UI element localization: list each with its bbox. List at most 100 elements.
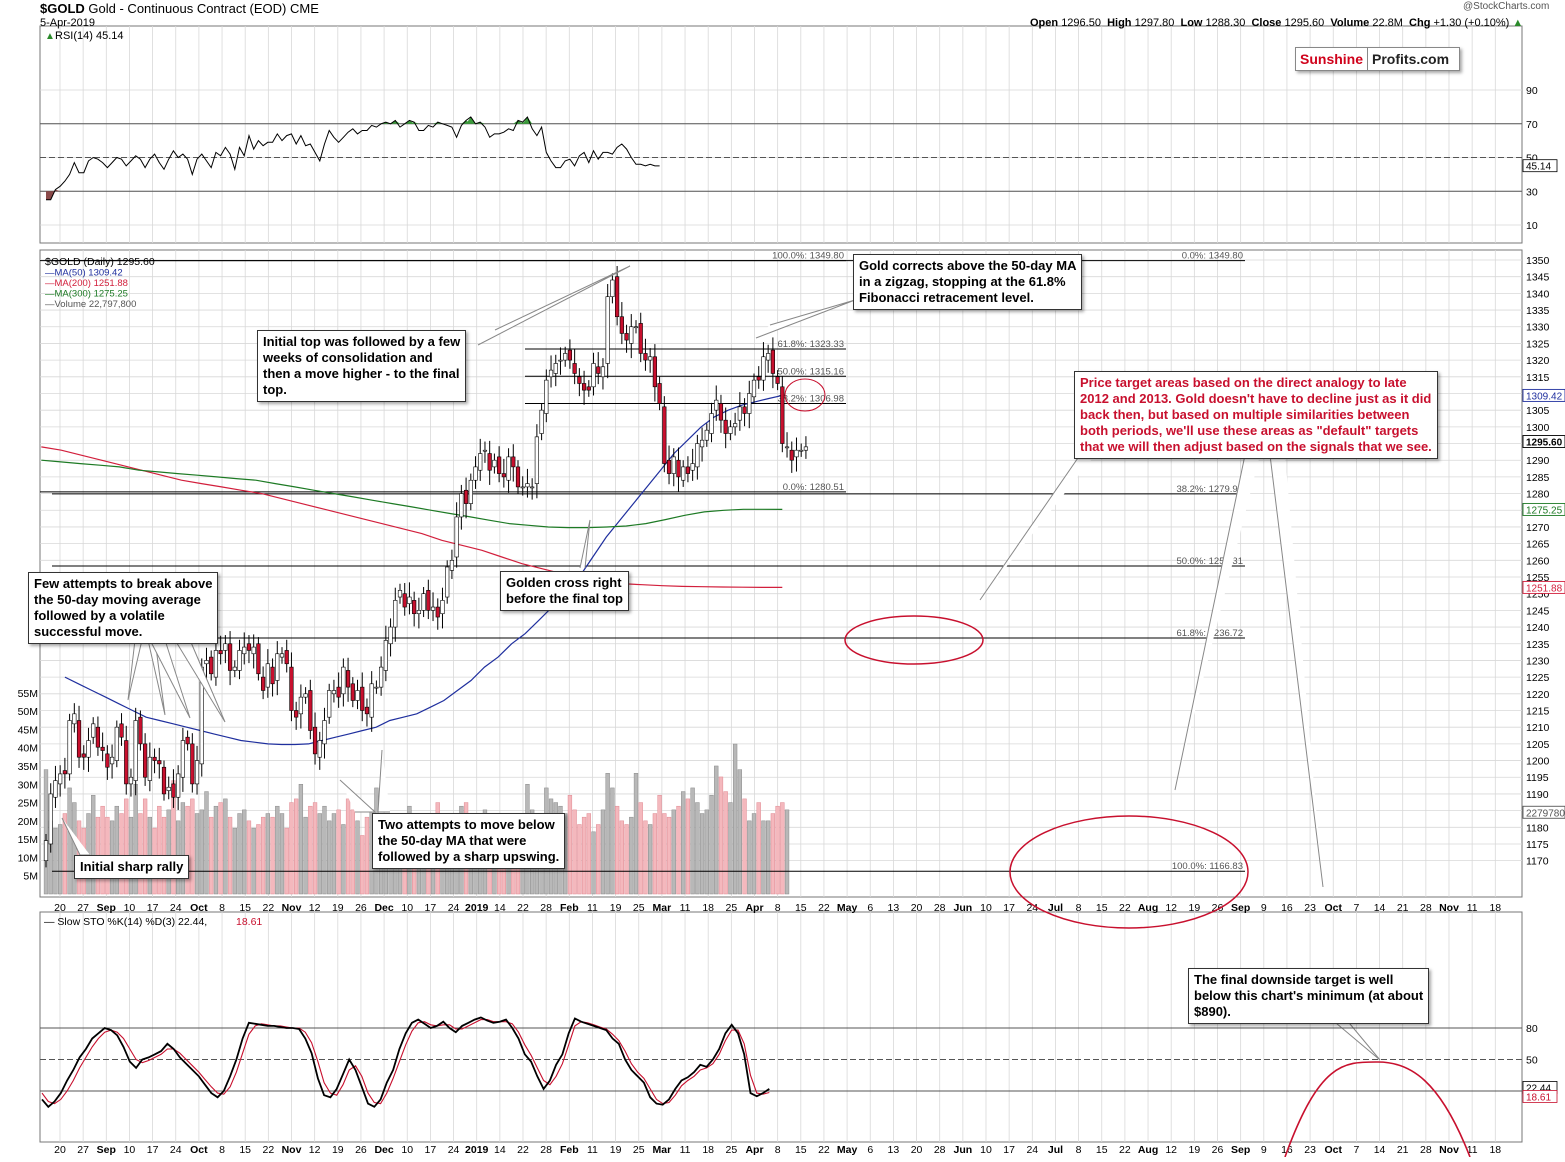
- candle: [662, 396, 667, 473]
- price-y-tick-label: 1225: [1526, 672, 1550, 684]
- volume-bar: [138, 813, 143, 895]
- volume-bar: [723, 791, 728, 895]
- volume-bar: [204, 791, 209, 895]
- candle: [275, 641, 280, 696]
- candle: [577, 368, 582, 397]
- instrument-title: Gold - Continuous Contract (EOD): [88, 1, 287, 16]
- candle-body: [780, 386, 785, 444]
- x-tick-label: Oct: [190, 1144, 208, 1156]
- candle: [699, 427, 705, 462]
- x-tick-label: 20: [911, 902, 923, 914]
- candle-body: [331, 690, 337, 695]
- candle: [468, 473, 473, 511]
- candle: [119, 713, 124, 746]
- volume-bar: [157, 805, 162, 895]
- candle-body: [629, 326, 634, 344]
- annotation-final-target: The final downside target is well below …: [1188, 968, 1430, 1024]
- x-tick-label: Nov: [282, 1144, 302, 1156]
- x-tick-label: 22: [818, 1144, 830, 1156]
- x-tick-label: 28: [540, 1144, 552, 1156]
- volume-bar: [596, 824, 601, 895]
- price-y-tick-label: 1285: [1526, 472, 1550, 484]
- volume-bar: [666, 816, 672, 895]
- candle: [709, 402, 714, 443]
- candle: [596, 352, 601, 385]
- x-tick-label: Dec: [374, 902, 393, 914]
- x-tick-label: Nov: [282, 902, 302, 914]
- x-tick-label: Dec: [374, 1144, 393, 1156]
- volume-bar: [227, 816, 233, 895]
- candle-body: [114, 726, 119, 761]
- volume-bar: [350, 809, 355, 895]
- annotation-few-attempts: Few attempts to break above the 50-day m…: [28, 572, 219, 644]
- candle-body: [596, 366, 601, 374]
- candle-body: [775, 376, 780, 384]
- volume-bar: [180, 802, 186, 895]
- candle: [185, 730, 190, 751]
- candle: [402, 583, 407, 616]
- candle: [360, 672, 365, 722]
- candle: [671, 448, 676, 487]
- rsi-y-tick-label: 90: [1526, 85, 1538, 97]
- candle-body: [393, 600, 398, 628]
- candle-body: [459, 493, 464, 518]
- price-y-tick-label: 1350: [1526, 255, 1550, 267]
- volume-bar: [728, 802, 733, 895]
- x-tick-label: Aug: [1138, 1144, 1158, 1156]
- candle-body: [180, 740, 185, 778]
- candle: [492, 453, 497, 474]
- candle-body: [591, 363, 596, 388]
- candle-body: [383, 640, 388, 671]
- rsi-legend-icon: ▲: [45, 31, 55, 42]
- x-tick-label: 21: [1397, 902, 1409, 914]
- candle: [303, 687, 308, 704]
- volume-bar: [265, 813, 270, 895]
- candle-body: [379, 666, 384, 688]
- candle-body: [718, 403, 724, 421]
- price-y-tick-label: 1265: [1526, 539, 1550, 551]
- candle: [345, 657, 351, 702]
- candle-body: [619, 316, 624, 334]
- candle-body: [794, 449, 799, 458]
- candle-body: [643, 353, 648, 361]
- sto-value-tag-label: 18.61: [1526, 1092, 1551, 1103]
- watermark: @StockCharts.com: [1463, 1, 1550, 12]
- candle: [463, 477, 469, 519]
- candle-body: [76, 720, 82, 758]
- volume-bar: [331, 813, 337, 895]
- candle-body: [194, 760, 200, 785]
- callout-pointer: [174, 639, 226, 723]
- candle-body: [388, 626, 393, 645]
- candle: [383, 625, 388, 682]
- volume-bar: [577, 824, 582, 895]
- candle-body: [440, 600, 445, 615]
- candle-body: [558, 359, 563, 362]
- candle-body: [242, 646, 247, 655]
- candle: [487, 440, 492, 485]
- candle-body: [397, 590, 403, 598]
- candle: [76, 705, 82, 768]
- volume-bar: [614, 805, 620, 895]
- candle-body: [360, 686, 365, 711]
- x-tick-label: 7: [1353, 1144, 1359, 1156]
- candle: [138, 710, 143, 751]
- ma50-line: [64, 394, 783, 746]
- candle: [775, 370, 780, 391]
- x-tick-label: 8: [775, 1144, 781, 1156]
- candle: [143, 733, 148, 786]
- x-tick-label: 17: [425, 902, 437, 914]
- candle-body: [109, 756, 115, 765]
- candle-body: [685, 466, 691, 474]
- x-tick-label: Sep: [97, 902, 116, 914]
- candle-body: [445, 566, 450, 598]
- volume-bar: [284, 827, 289, 895]
- x-tick-label: Feb: [560, 1144, 579, 1156]
- volume-bar: [58, 824, 63, 895]
- volume-bar: [345, 798, 351, 895]
- target-ellipse-upper: [844, 615, 984, 665]
- x-tick-label: 25: [726, 1144, 738, 1156]
- candle-body: [416, 610, 421, 615]
- price-y-tick-label: 1210: [1526, 722, 1550, 734]
- candle-body: [166, 786, 171, 791]
- x-tick-label: 25: [726, 902, 738, 914]
